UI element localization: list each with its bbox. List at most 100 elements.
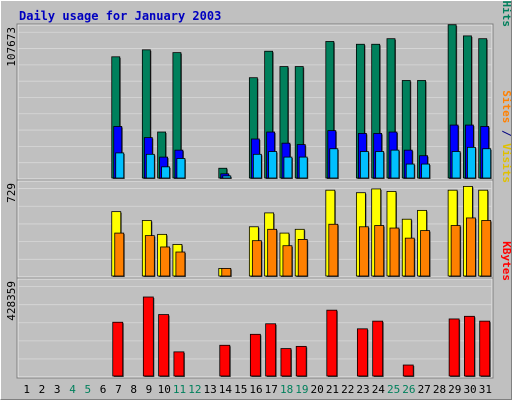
bar-sites-day-7 [114,232,125,277]
bars [111,24,492,180]
bar-pages-day-25 [390,149,400,179]
bar-pages-day-26 [405,163,415,179]
bar-pages-day-19 [298,156,308,179]
bar-kbytes-day-18 [280,348,292,377]
legend-entry: / [500,123,511,143]
x-tick-day-14: 14 [219,383,233,396]
bar-pages-day-24 [375,151,385,179]
x-tick-day-21: 21 [326,383,339,396]
x-tick-day-29: 29 [448,383,461,396]
bar-sites-day-21 [328,223,339,277]
y-max-label: 107673 [5,27,18,67]
bar-kbytes-day-31 [479,320,491,377]
y-max-label: 729 [5,183,18,203]
bar-pages-day-18 [283,156,293,179]
bar-sites-day-14 [221,268,232,277]
bar-kbytes-day-14 [219,344,231,377]
bar-kbytes-day-30 [464,315,475,377]
x-tick-day-2: 2 [39,383,46,396]
bar-kbytes-day-19 [295,345,307,377]
bar-sites-day-29 [450,225,461,277]
legend-entry: KBytes [500,241,511,281]
bar-kbytes-day-7 [112,321,124,377]
bar-pages-day-17 [268,151,278,179]
x-tick-day-19: 19 [295,383,308,396]
bar-sites-day-25 [389,227,400,277]
bar-pages-day-10 [161,166,171,179]
bar-sites-day-16 [251,240,262,277]
bar-kbytes-day-24 [372,320,384,377]
bar-kbytes-day-26 [402,364,414,377]
x-tick-day-24: 24 [372,383,386,396]
bar-sites-day-19 [297,239,308,277]
legend-entry: Visits [500,143,511,183]
x-tick-day-27: 27 [418,383,431,396]
x-tick-day-16: 16 [249,383,262,396]
x-tick-day-20: 20 [311,383,324,396]
bar-pages-day-21 [329,148,339,179]
x-tick-day-6: 6 [100,383,107,396]
x-tick-day-8: 8 [130,383,137,396]
x-tick-day-25: 25 [387,383,400,396]
x-tick-day-3: 3 [54,383,61,396]
bar-sites-day-31 [481,220,492,277]
bar-pages-day-30 [467,146,476,179]
legend-entry: Hits [500,1,511,27]
bar-kbytes-day-29 [448,318,460,377]
chart-title: Daily usage for January 2003 [19,9,221,23]
bar-pages-day-23 [359,151,369,179]
panel-border [16,277,494,379]
legend-entry: Sites [500,90,511,123]
panel-hits-files-pages: 107673 Pages / Files / Hits [5,0,512,181]
bar-sites-day-24 [374,225,385,277]
bar-sites-day-30 [466,217,476,277]
x-tick-day-10: 10 [158,383,171,396]
x-tick-day-28: 28 [433,383,446,396]
x-tick-day-18: 18 [280,383,293,396]
x-tick-day-1: 1 [23,383,30,396]
bar-sites-day-26 [404,237,415,277]
bar-kbytes-day-21 [326,309,338,377]
bar-sites-day-17 [267,228,278,277]
x-tick-day-12: 12 [188,383,201,396]
bar-pages-day-29 [451,151,461,179]
bar-pages-day-11 [176,158,186,179]
x-tick-day-13: 13 [204,383,217,396]
bar-sites-day-27 [420,230,430,277]
legend-panel2: Sites / Visits [500,90,511,183]
x-tick-day-5: 5 [84,383,91,396]
bar-sites-day-9 [144,235,155,277]
x-tick-day-30: 30 [463,383,476,396]
bar-sites-day-18 [282,245,293,277]
bar-sites-day-11 [175,251,186,277]
x-tick-day-11: 11 [173,383,186,396]
bar-pages-day-31 [482,148,492,179]
bar-kbytes-day-17 [265,323,277,377]
bar-pages-day-14 [222,175,232,179]
x-tick-day-4: 4 [69,383,76,396]
bar-pages-day-16 [252,153,262,179]
bar-sites-day-10 [160,246,171,277]
bar-pages-day-7 [115,152,125,179]
bar-pages-day-9 [145,153,155,179]
x-tick-day-31: 31 [479,383,492,396]
bar-kbytes-day-23 [356,328,368,377]
bars [111,185,492,277]
bar-kbytes-day-16 [249,333,261,377]
bar-kbytes-day-11 [173,351,185,377]
x-tick-day-22: 22 [341,383,354,396]
x-tick-day-26: 26 [402,383,415,396]
panel-kbytes: 428359 KBytes [5,241,512,379]
bar-pages-day-27 [421,163,430,179]
x-tick-day-7: 7 [115,383,122,396]
legend-panel1: Pages / Files / Hits [500,1,511,27]
bar-kbytes-day-10 [158,314,170,377]
bar-kbytes-day-9 [142,296,154,377]
x-tick-day-17: 17 [265,383,278,396]
x-tick-day-9: 9 [146,383,153,396]
bar-sites-day-23 [358,226,369,277]
x-tick-day-23: 23 [356,383,369,396]
bars [112,296,491,377]
